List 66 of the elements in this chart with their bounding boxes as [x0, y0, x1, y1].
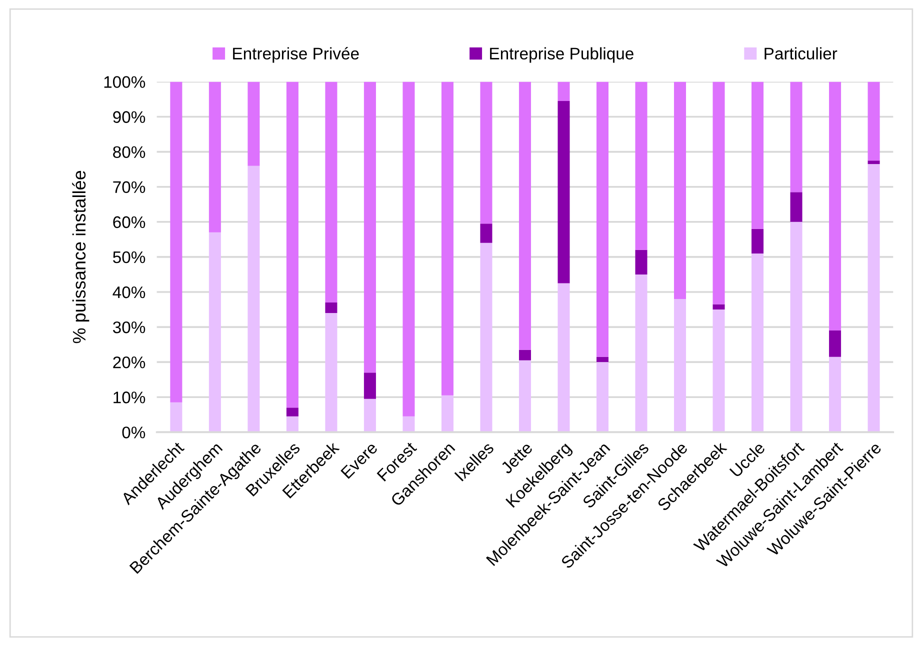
bar	[558, 283, 570, 432]
bar	[286, 82, 298, 408]
bar	[480, 82, 492, 224]
bar	[790, 222, 802, 432]
bar	[635, 250, 648, 274]
bar	[635, 274, 648, 432]
y-tick-label: 20%	[113, 356, 146, 368]
bar	[208, 82, 221, 232]
y-tick-label: 40%	[112, 286, 146, 298]
bar	[518, 82, 531, 350]
y-tick-label: 60%	[113, 216, 146, 228]
bar	[364, 372, 376, 399]
y-tick-label: 0%	[122, 426, 146, 438]
bar	[674, 299, 686, 432]
bar	[441, 395, 454, 432]
bar	[325, 82, 338, 303]
legend-label: Entreprise Privée	[233, 47, 359, 63]
legend-label: Entreprise Publique	[490, 47, 634, 63]
bar	[868, 164, 880, 432]
legend-label: Particulier	[764, 47, 838, 60]
bar	[790, 82, 802, 192]
y-tick-label: 30%	[112, 321, 146, 334]
bar	[480, 242, 492, 432]
bar	[286, 416, 298, 432]
bar	[596, 82, 608, 357]
bar	[790, 192, 802, 222]
bar	[712, 310, 725, 432]
bar	[286, 408, 298, 416]
bar	[829, 356, 842, 432]
bar	[364, 82, 376, 373]
y-tick-label: 10%	[114, 392, 146, 404]
bar	[868, 160, 880, 164]
y-tick-label: 90%	[113, 111, 146, 123]
y-axis-title: % puissance installée	[72, 170, 90, 344]
y-tick-label: 80%	[113, 146, 146, 158]
y-tick-label: 50%	[113, 251, 146, 264]
bar	[480, 224, 492, 243]
bar	[558, 82, 570, 101]
bar	[208, 232, 221, 432]
bar	[752, 253, 764, 432]
bar	[829, 82, 842, 331]
bar	[170, 82, 182, 402]
bar	[596, 356, 608, 362]
bar	[752, 82, 764, 229]
bar	[596, 362, 608, 432]
bar	[248, 82, 260, 166]
bar	[441, 82, 454, 396]
bar	[712, 304, 725, 310]
bar	[558, 100, 570, 284]
bar	[868, 82, 880, 161]
bar	[674, 82, 686, 299]
bar	[635, 82, 648, 250]
bar	[752, 228, 764, 254]
bar	[829, 330, 842, 357]
bar	[402, 416, 415, 432]
bar	[325, 302, 338, 314]
bar	[518, 350, 531, 360]
bar	[518, 360, 531, 432]
bar	[325, 313, 338, 432]
bar	[402, 82, 415, 416]
bar	[248, 166, 260, 432]
y-tick-label: 70%	[113, 181, 146, 194]
bar	[170, 402, 182, 432]
y-tick-label: 100%	[104, 76, 146, 88]
bar	[364, 398, 376, 432]
bar	[712, 82, 725, 304]
